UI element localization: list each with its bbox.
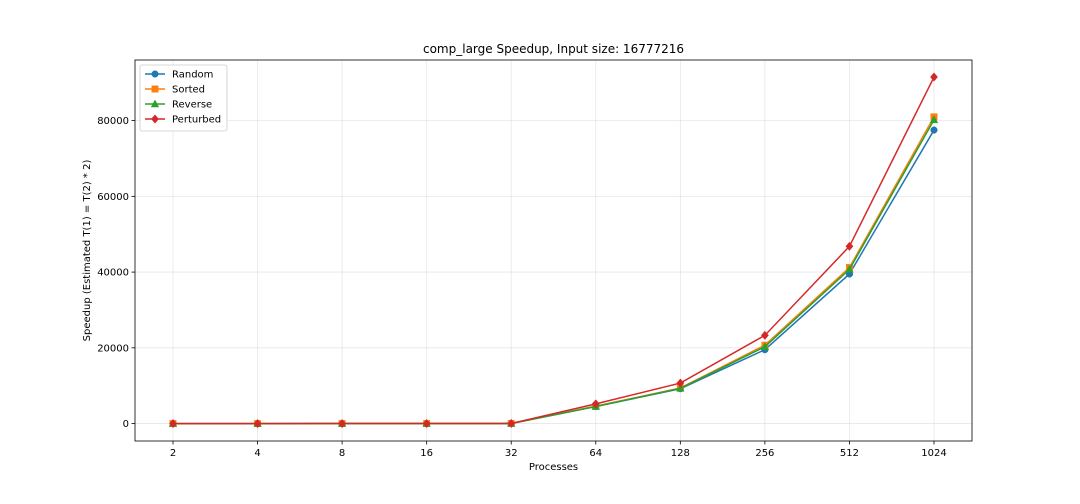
data-point-perturbed [845,241,854,251]
chart-title: comp_large Speedup, Input size: 16777216 [423,42,684,56]
series-line-perturbed [172,76,935,425]
data-point-perturbed [760,330,769,340]
y-axis: 0 20000 40000 60000 80000 [97,116,135,430]
data-point-perturbed [422,418,431,429]
y-tick-label: 0 [123,419,129,430]
x-tick-label: 128 [671,448,690,459]
data-point-perturbed [591,399,600,409]
data-point-perturbed [507,418,516,429]
series-layer [168,72,939,429]
grid-lines [135,60,972,441]
legend-marker-perturbed [151,114,159,124]
legend-marker-reverse [150,99,160,108]
data-point-perturbed [676,378,685,388]
series-perturbed [169,72,938,429]
legend-entry-perturbed: Perturbed [145,114,221,126]
legend-box [139,64,228,132]
x-tick-label: 4 [254,448,260,459]
x-axis: 2 4 8 16 32 64 128 256 512 1024 [170,441,947,459]
legend-marker-sorted [151,85,159,93]
y-axis-label: Speedup (Estimated T(1) = T(2) * 2) [82,160,93,342]
legend-entry-reverse: Reverse [145,99,212,111]
y-tick-label: 20000 [97,343,129,354]
x-tick-label: 2 [170,448,176,459]
x-tick-label: 8 [339,448,345,459]
plot-frame [134,59,973,442]
legend-label-reverse: Reverse [172,100,212,111]
data-point-perturbed [253,418,262,429]
legend-marker-random [151,70,159,78]
data-point-reverse [929,115,939,124]
legend-label-sorted: Sorted [172,85,205,96]
legend-label-perturbed: Perturbed [172,115,221,126]
y-tick-label: 80000 [97,116,129,127]
legend-label-random: Random [172,70,213,81]
x-tick-label: 512 [840,448,859,459]
x-tick-label: 16 [420,448,433,459]
y-tick-label: 60000 [97,192,129,203]
x-tick-label: 32 [505,448,518,459]
data-point-random [930,126,938,134]
legend-entry-sorted: Sorted [145,85,205,96]
data-point-perturbed [930,72,938,82]
x-tick-label: 256 [755,448,774,459]
legend-entry-random: Random [145,70,213,81]
x-tick-label: 64 [589,448,602,459]
data-point-reverse [760,342,770,350]
legend: Random Sorted Reverse Perturbed [139,64,228,132]
data-point-reverse [845,264,854,273]
x-tick-label: 1024 [921,448,946,459]
x-axis-label: Processes [529,462,578,473]
data-point-reverse [676,383,685,392]
y-tick-label: 40000 [97,268,129,279]
data-point-perturbed [338,418,347,429]
data-point-perturbed [169,418,177,429]
